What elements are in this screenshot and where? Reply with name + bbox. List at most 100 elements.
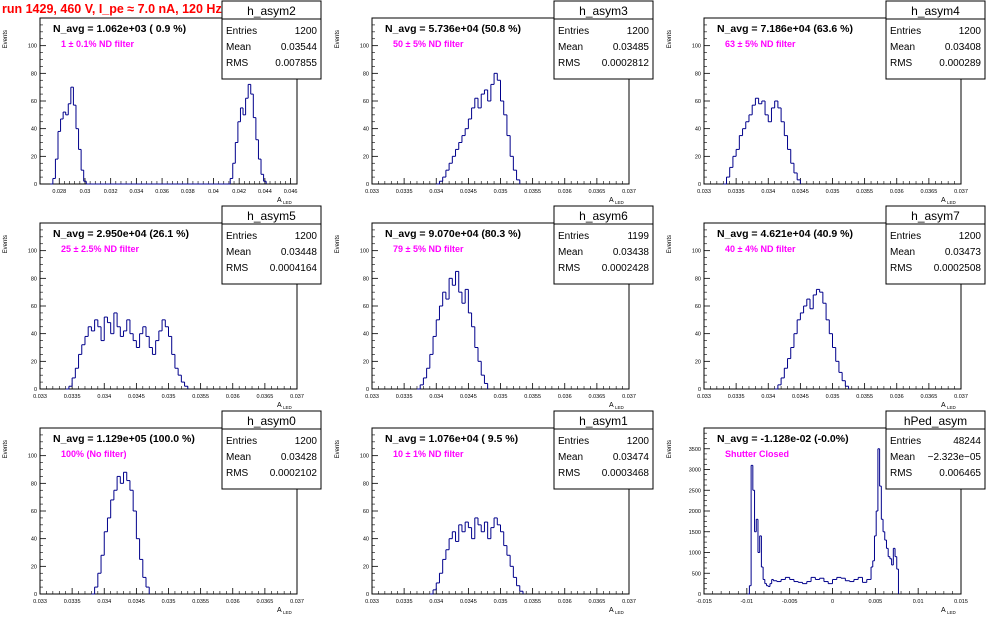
filter-label: 1 ± 0.1% ND filter <box>61 39 134 49</box>
y-tick-label: 60 <box>363 509 369 515</box>
stats-hist-name: h_asym6 <box>579 209 628 223</box>
stats-label-rms: RMS <box>226 468 249 479</box>
x-axis-label: A <box>941 607 946 614</box>
stats-value-rms: 0.0002428 <box>602 263 650 274</box>
y-tick-label: 40 <box>695 127 701 133</box>
x-tick-label: 0.034 <box>129 189 143 195</box>
x-axis-label-sub: LED <box>947 610 957 615</box>
filter-label: 63 ± 5% ND filter <box>725 39 796 49</box>
y-tick-label: 20 <box>31 359 37 365</box>
x-axis-label-sub: LED <box>615 610 625 615</box>
stats-value-entries: 48244 <box>953 436 981 447</box>
y-tick-label: 100 <box>28 249 37 255</box>
x-axis-label-sub: LED <box>283 405 293 410</box>
stats-label-rms: RMS <box>558 58 581 69</box>
y-tick-label: 100 <box>28 44 37 50</box>
y-tick-label: 0 <box>34 592 37 598</box>
stats-hist-name: h_asym3 <box>579 4 628 18</box>
stats-value-entries: 1200 <box>295 231 318 242</box>
panel-h_asym6: Events A LED 0.033 0.0335 0.034 0.0345 0.035 0.0… <box>335 205 654 410</box>
stats-hist-name: h_asym0 <box>247 414 296 428</box>
x-axis-label-sub: LED <box>947 200 957 205</box>
x-tick-label: 0.036 <box>890 394 904 400</box>
stats-label-rms: RMS <box>890 58 913 69</box>
stats-value-rms: 0.006465 <box>939 468 981 479</box>
stats-value-mean: 0.03544 <box>281 42 318 53</box>
y-axis-label: Events <box>3 235 9 253</box>
stats-value-entries: 1200 <box>959 231 982 242</box>
stats-value-mean: 0.03448 <box>281 247 318 258</box>
x-tick-label: 0.034 <box>761 394 775 400</box>
x-tick-label: 0.037 <box>622 394 636 400</box>
x-tick-label: 0.033 <box>365 599 379 605</box>
stats-label-entries: Entries <box>558 231 589 242</box>
x-tick-label: 0.035 <box>826 394 840 400</box>
stats-label-entries: Entries <box>226 436 257 447</box>
x-tick-label: 0.033 <box>697 394 711 400</box>
y-tick-label: 80 <box>363 71 369 77</box>
x-tick-label: 0.037 <box>954 189 968 195</box>
stats-box <box>221 410 322 490</box>
x-tick-label: 0.0345 <box>128 394 145 400</box>
y-tick-label: 0 <box>366 182 369 188</box>
y-tick-label: 2000 <box>689 509 701 515</box>
y-tick-label: 80 <box>695 276 701 282</box>
stats-value-entries: 1200 <box>627 436 650 447</box>
y-tick-label: 500 <box>692 571 701 577</box>
stats-box <box>885 410 986 490</box>
x-tick-label: 0.033 <box>697 189 711 195</box>
stats-hist-name: h_asym7 <box>911 209 960 223</box>
stats-value-entries: 1199 <box>627 231 649 242</box>
y-tick-label: 40 <box>363 127 369 133</box>
x-tick-label: 0.035 <box>826 189 840 195</box>
y-axis-label: Events <box>335 440 341 458</box>
x-axis-label: A <box>277 607 282 614</box>
y-tick-label: 20 <box>363 564 369 570</box>
y-tick-label: 60 <box>695 99 701 105</box>
panel-h_asym4: Events A LED 0.033 0.0335 0.034 0.0345 0.035 0.0… <box>667 0 986 205</box>
y-tick-label: 100 <box>692 44 701 50</box>
stats-label-mean: Mean <box>558 452 583 463</box>
stats-label-mean: Mean <box>890 452 915 463</box>
y-tick-label: 1500 <box>689 530 701 536</box>
x-tick-label: 0.0355 <box>192 599 209 605</box>
x-tick-label: 0.0355 <box>192 394 209 400</box>
y-tick-label: 80 <box>31 276 37 282</box>
x-tick-label: 0.036 <box>226 599 240 605</box>
filter-label: 100% (No filter) <box>61 449 127 459</box>
histogram-h_asym7 <box>774 288 850 390</box>
histogram-h_asym4 <box>723 97 801 185</box>
y-tick-label: 60 <box>363 99 369 105</box>
stats-label-mean: Mean <box>558 42 583 53</box>
stats-box <box>553 0 654 80</box>
histogram-h_asym6 <box>416 270 489 390</box>
x-tick-label: 0.036 <box>558 394 572 400</box>
x-axis-label-sub: LED <box>947 405 957 410</box>
navg-label: N_avg = 1.076e+04 ( 9.5 %) <box>385 433 518 445</box>
stats-value-rms: 0.0002102 <box>270 468 318 479</box>
filter-label: Shutter Closed <box>725 449 789 459</box>
y-tick-label: 3000 <box>689 468 701 474</box>
stats-value-rms: 0.0003468 <box>602 468 650 479</box>
histogram-h_asym1 <box>429 517 524 595</box>
x-tick-label: 0.046 <box>284 189 298 195</box>
x-tick-label: 0.0335 <box>728 394 745 400</box>
panel-h_asym3: Events A LED 0.033 0.0335 0.034 0.0345 0.035 0.0… <box>335 0 654 205</box>
stats-box <box>885 0 986 80</box>
x-tick-label: 0.037 <box>290 394 304 400</box>
y-axis-label: Events <box>3 30 9 48</box>
stats-value-rms: 0.007855 <box>275 58 317 69</box>
filter-label: 79 ± 5% ND filter <box>393 244 464 254</box>
navg-label: N_avg = 5.736e+04 (50.8 %) <box>385 23 521 35</box>
y-tick-label: 40 <box>363 332 369 338</box>
x-tick-label: 0.0345 <box>460 599 477 605</box>
stats-label-mean: Mean <box>226 452 251 463</box>
stats-value-mean: 0.03474 <box>613 452 650 463</box>
stats-value-mean: 0.03485 <box>613 42 650 53</box>
stats-label-entries: Entries <box>890 26 921 37</box>
y-tick-label: 0 <box>366 387 369 393</box>
y-tick-label: 100 <box>692 249 701 255</box>
x-tick-label: 0.028 <box>52 189 66 195</box>
stats-value-mean: 0.03408 <box>945 42 982 53</box>
